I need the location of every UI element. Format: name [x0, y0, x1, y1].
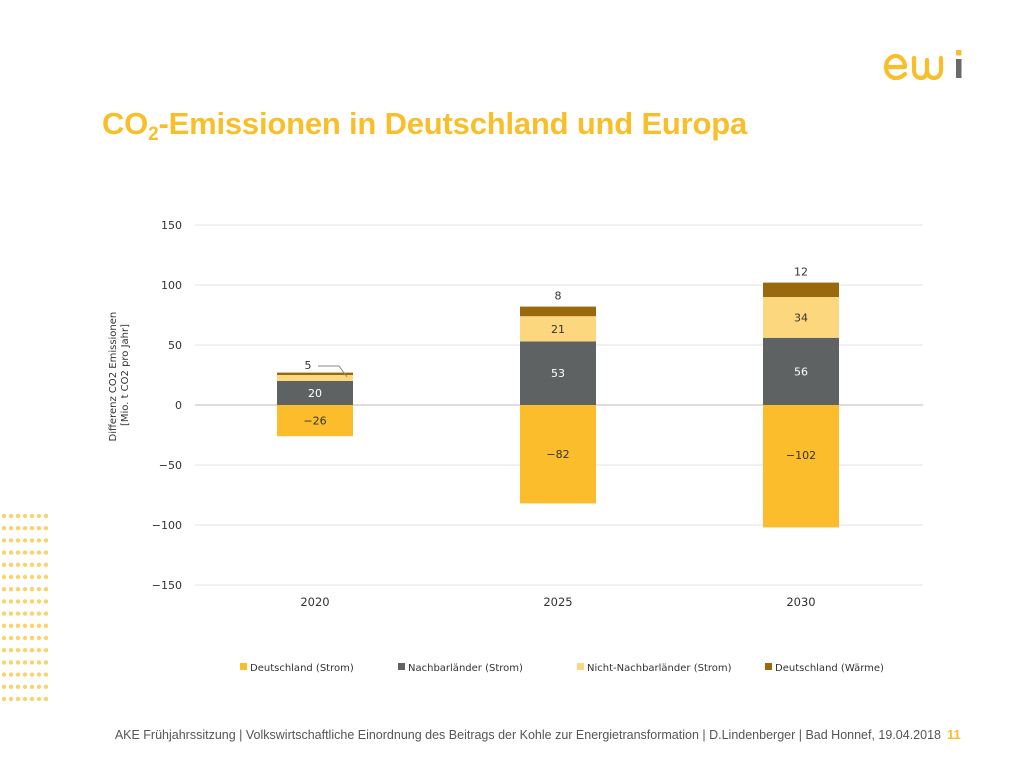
legend-swatch: [398, 663, 405, 670]
decorative-dots-icon: [1, 513, 49, 702]
bar-segment: [763, 337, 839, 405]
y-tick-label: 0: [175, 399, 182, 412]
y-tick-label: −150: [152, 579, 182, 592]
data-label: 21: [551, 323, 565, 336]
bar-segment: [277, 375, 353, 381]
bar-segment: [277, 381, 353, 405]
data-label: 34: [794, 311, 808, 324]
bar-segment: [520, 341, 596, 405]
legend-swatch: [577, 663, 584, 670]
y-tick-label: −100: [152, 519, 182, 532]
legend-label: Deutschland (Wärme): [775, 663, 884, 674]
y-tick-label: 100: [161, 279, 182, 292]
bar-segment: [763, 282, 839, 297]
y-axis-label: Differenz CO2 Emissionen [Mio. t CO2 pro…: [108, 309, 131, 442]
bar-segment: [763, 297, 839, 338]
data-label: −26: [303, 415, 326, 428]
legend-swatch: [240, 663, 247, 670]
y-tick-label: 50: [168, 339, 182, 352]
y-tick-label: 150: [161, 219, 182, 232]
data-label: 8: [555, 290, 562, 303]
legend-item: Nachbarländer (Strom): [398, 663, 523, 674]
page-number: 11: [947, 727, 961, 742]
legend-item: Nicht-Nachbarländer (Strom): [577, 663, 732, 674]
legend-label: Nicht-Nachbarländer (Strom): [587, 663, 732, 674]
chart-bars: [277, 282, 839, 528]
x-tick-label: 2025: [543, 595, 572, 609]
co2-emissions-chart: 150 100 50 0 −50 −100 −150 Differenz CO2 Emiss…: [108, 219, 923, 674]
bar-segment: [277, 372, 353, 375]
bar-segment: [763, 405, 839, 528]
legend-label: Deutschland (Strom): [250, 663, 354, 674]
legend-swatch: [765, 663, 772, 670]
legend-item: Deutschland (Strom): [240, 663, 354, 674]
page-title: CO2-Emissionen in Deutschland und Europa: [102, 106, 748, 145]
chart-legend: Deutschland (Strom) Nachbarländer (Strom)…: [240, 663, 884, 674]
data-label: 5: [305, 359, 312, 372]
y-tick-label: −50: [159, 459, 182, 472]
data-label: −102: [786, 449, 816, 462]
label-leader-line: [318, 365, 348, 378]
chart-data-labels: −26 20 5 −82 53 21 8 −102 56 34 12: [303, 266, 816, 462]
legend-label: Nachbarländer (Strom): [408, 663, 523, 674]
bar-segment: [520, 306, 596, 317]
x-axis-ticks: 2020 2025 2030: [300, 595, 815, 609]
ewi-logo-icon: [883, 50, 962, 81]
data-label: 20: [308, 387, 322, 400]
y-axis-ticks: 150 100 50 0 −50 −100 −150: [152, 219, 182, 592]
bar-segment: [520, 316, 596, 342]
x-tick-label: 2030: [786, 595, 815, 609]
data-label: 56: [794, 365, 808, 378]
data-label: 53: [551, 367, 565, 380]
legend-item: Deutschland (Wärme): [765, 663, 884, 674]
data-label: 12: [794, 266, 808, 279]
footer-text: AKE Frühjahrssitzung | Volkswirtschaftli…: [114, 728, 941, 742]
x-tick-label: 2020: [300, 595, 329, 609]
bar-segment: [277, 405, 353, 437]
data-label: −82: [546, 448, 569, 461]
bar-segment: [520, 405, 596, 504]
